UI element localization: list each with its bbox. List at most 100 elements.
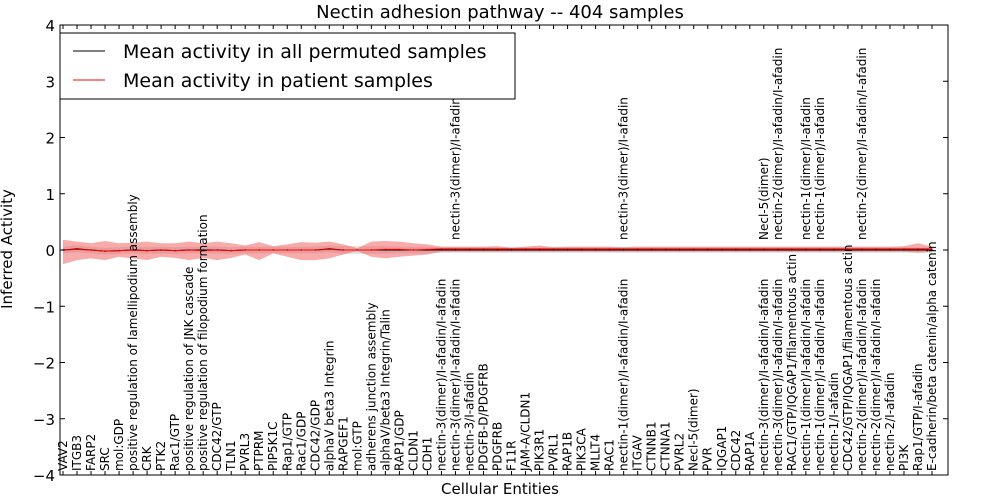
x-tick-label-upper: nectin-1(dimer)/I-afadin: [813, 97, 827, 240]
x-tick-label: PVRL2: [673, 433, 687, 471]
y-tick-label: 2: [45, 130, 55, 148]
point-permuted-60: [903, 249, 905, 251]
point-patient-24: [398, 248, 401, 251]
x-tick-label: Rap1/GTP/I-afadin: [911, 363, 925, 471]
point-permuted-53: [805, 249, 807, 251]
point-patient-9: [188, 249, 190, 251]
point-permuted-28: [454, 249, 457, 251]
x-tick-label: PDGFB-D/PDGFRB: [477, 363, 491, 471]
x-tick-label: RAC1: [603, 439, 617, 471]
x-tick-label: FARP2: [84, 434, 98, 471]
x-tick-label: PI3K: [897, 444, 911, 471]
point-permuted-55: [833, 249, 835, 251]
point-patient-8: [174, 249, 176, 252]
point-permuted-27: [440, 249, 443, 251]
x-tick-label: RAP1/GDP: [392, 410, 406, 471]
point-permuted-45: [693, 249, 695, 251]
point-patient-11: [216, 249, 218, 251]
x-tick-label: nectin-3(dimer)/I-afadin/I-afadin: [771, 279, 785, 471]
point-patient-37: [580, 248, 583, 250]
point-patient-36: [566, 248, 569, 250]
point-permuted-54: [819, 249, 821, 251]
point-permuted-35: [552, 249, 555, 251]
point-patient-13: [244, 249, 246, 251]
point-permuted-42: [651, 249, 653, 251]
y-tick-label: −1: [33, 298, 55, 316]
x-tick-label-upper: nectin-2(dimer)/I-afadin/I-afadin: [855, 48, 869, 240]
point-patient-32: [510, 248, 513, 250]
legend-label-1: Mean activity in patient samples: [123, 70, 433, 92]
point-patient-34: [538, 248, 541, 250]
point-patient-14: [258, 249, 260, 251]
x-tick-label: PVRL1: [547, 433, 561, 471]
point-patient-50: [763, 248, 765, 250]
x-tick-label: nectin-1(dimer)/I-afadin/I-afadin: [799, 279, 813, 471]
point-permuted-34: [538, 249, 541, 251]
x-tick-label: CDC42/GTP/IQGAP1/filamentous actin: [841, 245, 855, 471]
x-tick-label: nectin-1(dimer)/I-afadin/I-afadin: [813, 279, 827, 471]
point-permuted-57: [861, 249, 863, 251]
point-permuted-29: [468, 249, 471, 251]
point-patient-20: [342, 249, 344, 251]
point-patient-19: [328, 248, 330, 251]
x-tick-label: CRK: [140, 445, 154, 471]
legend-box: [59, 32, 516, 100]
point-patient-39: [608, 248, 611, 250]
point-permuted-44: [679, 249, 681, 251]
x-tick-label: IQGAP1: [715, 426, 729, 471]
point-permuted-31: [496, 249, 499, 251]
point-permuted-61: [917, 249, 919, 251]
x-tick-label: ITGAV: [631, 434, 645, 471]
point-patient-45: [693, 248, 695, 250]
point-patient-15: [272, 249, 274, 251]
point-permuted-47: [721, 249, 723, 251]
point-permuted-36: [566, 249, 569, 251]
x-tick-label: nectin-1/I-afadin: [827, 372, 841, 471]
x-tick-label: RAP1A: [743, 431, 757, 471]
x-tick-label: adherens junction assembly: [364, 302, 378, 471]
point-permuted-58: [875, 249, 877, 251]
y-axis-label: Inferred Activity: [0, 189, 16, 309]
x-tick-label: PTPRM: [252, 430, 266, 471]
point-permuted-30: [482, 249, 485, 251]
legend: Mean activity in all permuted samples Mea…: [59, 32, 516, 100]
point-patient-18: [314, 249, 316, 251]
legend-label-0: Mean activity in all permuted samples: [123, 41, 486, 63]
x-tick-label: alphaV beta3 Integrin: [322, 340, 336, 471]
x-tick-label: nectin-3(dimer)/I-afadin/I-afadin: [449, 279, 463, 471]
point-patient-31: [496, 248, 499, 250]
x-tick-label-upper: nectin-1(dimer)/I-afadin: [799, 97, 813, 240]
y-tick-label: 4: [45, 17, 55, 35]
patient-band: [63, 239, 932, 265]
y-tick-label: −2: [33, 355, 55, 373]
y-tick-label: 0: [45, 242, 55, 260]
point-permuted-51: [777, 249, 779, 251]
point-patient-60: [903, 248, 905, 250]
x-axis-label: Cellular Entities: [441, 480, 559, 498]
point-patient-23: [384, 248, 387, 251]
y-tick-label: 1: [45, 186, 55, 204]
x-tick-label: F11R: [505, 440, 519, 471]
x-tick-label: positive regulation of filopodium format…: [196, 214, 210, 471]
point-patient-22: [370, 249, 373, 251]
point-patient-17: [300, 249, 302, 251]
point-patient-30: [482, 248, 485, 250]
x-tick-label: PTK2: [154, 441, 168, 471]
x-tick-label: RAPGEF1: [336, 416, 350, 471]
y-tick-label: −4: [33, 467, 55, 485]
x-tick-label: MLLT4: [589, 434, 603, 471]
x-tick-label: nectin-2(dimer)/I-afadin/I-afadin: [869, 279, 883, 471]
point-permuted-43: [665, 249, 667, 251]
point-permuted-49: [749, 249, 751, 251]
point-patient-27: [440, 248, 443, 250]
point-patient-62: [931, 248, 933, 250]
point-permuted-62: [931, 249, 933, 251]
point-permuted-37: [580, 249, 583, 251]
point-patient-26: [426, 248, 429, 251]
x-tick-label: TLN1: [224, 440, 238, 472]
point-patient-38: [594, 248, 597, 250]
point-patient-56: [847, 248, 849, 250]
point-patient-59: [889, 248, 891, 250]
point-patient-40: [622, 248, 625, 250]
